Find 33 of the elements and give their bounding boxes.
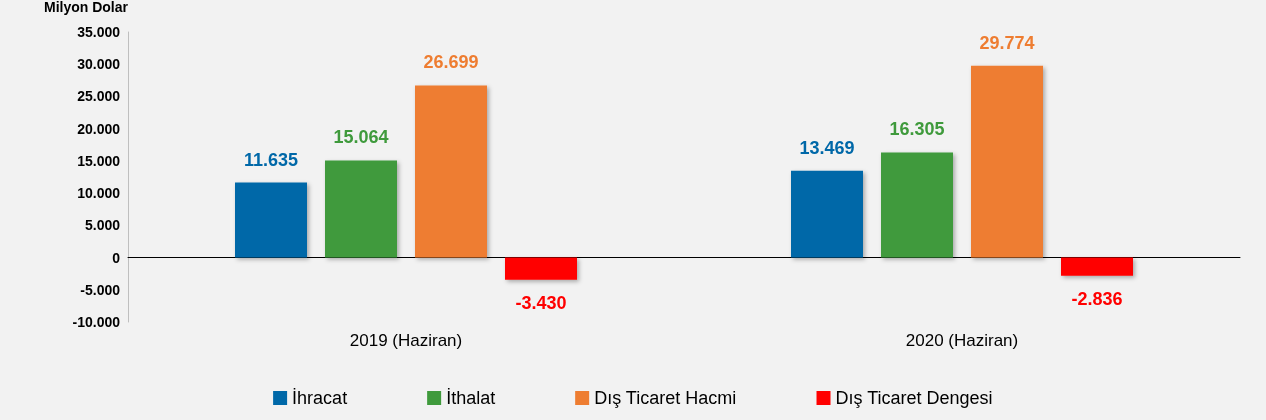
y-tick-label: -5.000 — [80, 281, 121, 298]
y-tick-label: 35.000 — [77, 24, 121, 40]
data-label: -3.430 — [515, 292, 567, 313]
legend-label: İhracat — [292, 388, 348, 408]
y-axis-title: Milyon Dolar — [43, 0, 129, 15]
data-label: 11.635 — [243, 149, 299, 170]
data-label: 26.699 — [423, 52, 479, 73]
y-tick-label: 25.000 — [77, 88, 121, 105]
bar — [235, 182, 307, 258]
y-tick-label: 15.000 — [77, 152, 121, 169]
x-tick-label: 2020 (Haziran) — [905, 331, 1019, 350]
data-label: 13.469 — [799, 137, 855, 158]
bar — [325, 160, 397, 258]
y-tick-label: 10.000 — [77, 185, 121, 202]
legend-label: Dış Ticaret Hacmi — [594, 388, 737, 408]
legend-label: Dış Ticaret Dengesi — [835, 388, 993, 408]
y-tick-label: 30.000 — [77, 56, 121, 73]
bar — [415, 85, 487, 258]
y-tick-label: 5.000 — [84, 217, 121, 234]
bar — [881, 152, 953, 258]
legend-label: İthalat — [446, 388, 496, 408]
data-label: -2.836 — [1071, 288, 1123, 309]
bar — [505, 257, 577, 280]
bar — [971, 65, 1043, 258]
bar — [1061, 257, 1133, 276]
data-label: 16.305 — [889, 119, 945, 140]
y-tick-label: 20.000 — [77, 120, 121, 137]
y-tick-label: 0 — [112, 249, 121, 266]
bar — [791, 170, 863, 258]
x-tick-label: 2019 (Haziran) — [349, 331, 463, 350]
data-label: 29.774 — [979, 32, 1035, 53]
y-tick-label: -10.000 — [72, 314, 121, 330]
data-label: 15.064 — [333, 127, 389, 148]
